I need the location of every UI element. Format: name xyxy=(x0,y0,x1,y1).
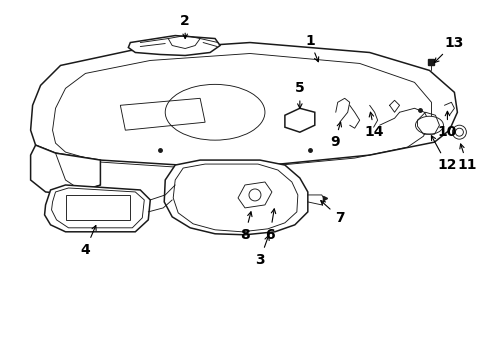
Text: 2: 2 xyxy=(180,14,190,39)
Polygon shape xyxy=(45,185,150,232)
Text: 1: 1 xyxy=(305,33,318,62)
Text: 9: 9 xyxy=(330,122,342,149)
Text: 3: 3 xyxy=(255,235,269,267)
Polygon shape xyxy=(30,145,100,195)
Text: 8: 8 xyxy=(240,212,252,242)
Text: 10: 10 xyxy=(438,111,457,139)
Text: 12: 12 xyxy=(431,136,457,172)
Polygon shape xyxy=(285,108,315,132)
Text: 6: 6 xyxy=(265,209,276,242)
Ellipse shape xyxy=(452,125,466,139)
Text: 11: 11 xyxy=(458,144,477,172)
Polygon shape xyxy=(30,42,457,165)
Text: 7: 7 xyxy=(321,201,344,225)
Text: 13: 13 xyxy=(434,36,464,63)
Text: 4: 4 xyxy=(80,225,96,257)
Ellipse shape xyxy=(416,116,443,134)
Polygon shape xyxy=(164,160,308,235)
Text: 5: 5 xyxy=(295,81,305,108)
Text: 14: 14 xyxy=(365,112,384,139)
Polygon shape xyxy=(128,36,220,55)
